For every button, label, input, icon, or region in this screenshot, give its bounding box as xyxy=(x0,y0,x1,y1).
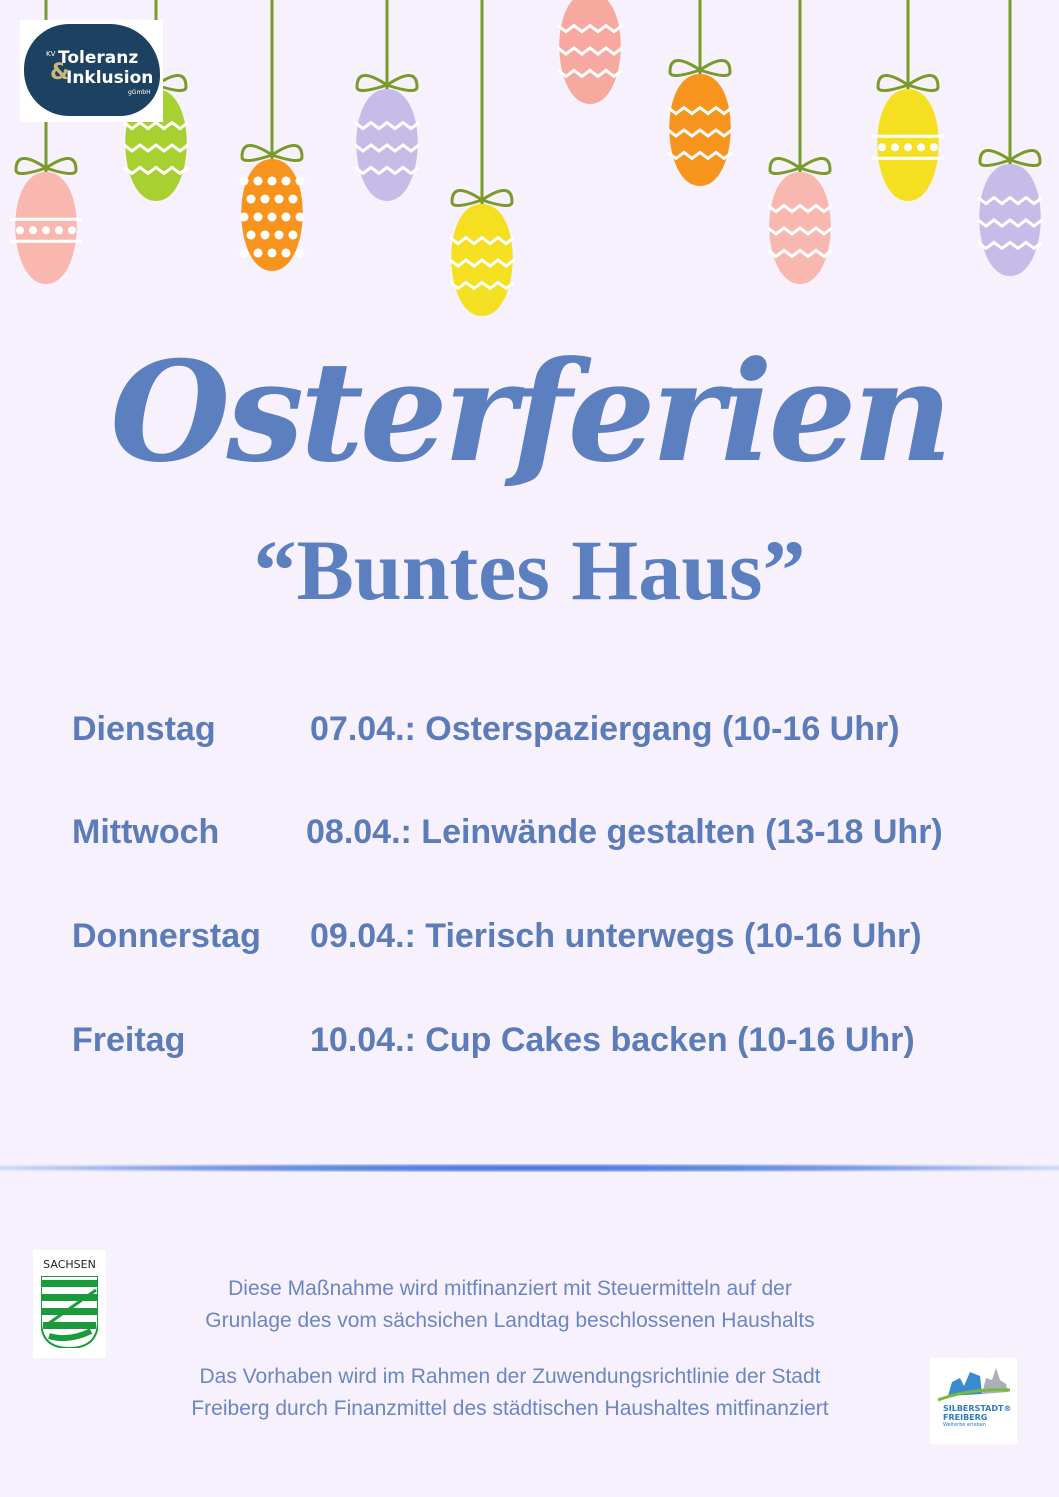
funding-text: Diese Maßnahme wird mitfinanziert mit St… xyxy=(228,1277,792,1300)
logo-suffix: gGmbH xyxy=(128,89,151,96)
funding-text: Freiberg durch Finanzmittel des städtisc… xyxy=(191,1397,829,1420)
easter-egg-icon xyxy=(354,0,420,201)
easter-egg-icon xyxy=(872,0,944,201)
easter-egg-icon xyxy=(449,0,515,316)
schedule-event: 10.04.: Cup Cakes backen (10-16 Uhr) xyxy=(310,1021,915,1059)
easter-egg-icon xyxy=(557,0,623,104)
easter-egg-icon xyxy=(977,0,1043,276)
freiberg-line1: SILBERSTADT® xyxy=(943,1404,1012,1413)
logo-kv: KV xyxy=(46,50,56,58)
schedule-event: 09.04.: Tierisch unterwegs (10-16 Uhr) xyxy=(310,917,922,955)
page-title: Osterferien xyxy=(110,330,953,493)
sachsen-shield-icon xyxy=(41,1276,98,1348)
sachsen-label: SACHSEN xyxy=(43,1258,96,1271)
silberstadt-freiberg-logo: SILBERSTADT® FREIBERG Welterbe erleben xyxy=(930,1358,1017,1444)
easter-egg-icon xyxy=(10,0,82,284)
funding-text: Das Vorhaben wird im Rahmen der Zuwendun… xyxy=(199,1365,821,1388)
funding-text: Grunlage des vom sächsichen Landtag besc… xyxy=(205,1309,815,1332)
divider xyxy=(0,1164,1059,1172)
easter-egg-icon xyxy=(239,0,305,271)
easter-egg-icon xyxy=(767,0,833,284)
logo-line2: Inklusion xyxy=(66,68,154,88)
logo-line1: Toleranz xyxy=(58,48,139,68)
schedule-day: Donnerstag xyxy=(72,917,261,955)
schedule-event: 08.04.: Leinwände gestalten (13-18 Uhr) xyxy=(306,813,943,851)
freiberg-skyline-icon xyxy=(937,1368,1011,1402)
funding-note-city: Das Vorhaben wird im Rahmen der Zuwendun… xyxy=(100,1361,920,1425)
schedule-event: 07.04.: Osterspaziergang (10-16 Uhr) xyxy=(310,710,900,748)
schedule-day: Dienstag xyxy=(72,710,216,748)
schedule-day: Freitag xyxy=(72,1021,186,1059)
easter-egg-icon xyxy=(667,0,733,186)
freiberg-line2: FREIBERG xyxy=(943,1413,988,1422)
page-subtitle: “Buntes Haus” xyxy=(253,522,806,618)
sachsen-logo: SACHSEN xyxy=(33,1250,106,1358)
toleranz-inklusion-logo: KV Toleranz & Inklusion gGmbH xyxy=(20,20,163,122)
schedule-day: Mittwoch xyxy=(72,813,220,851)
freiberg-tagline: Welterbe erleben xyxy=(943,1422,987,1428)
funding-note-state: Diese Maßnahme wird mitfinanziert mit St… xyxy=(100,1273,920,1337)
logo-amp: & xyxy=(50,60,70,85)
